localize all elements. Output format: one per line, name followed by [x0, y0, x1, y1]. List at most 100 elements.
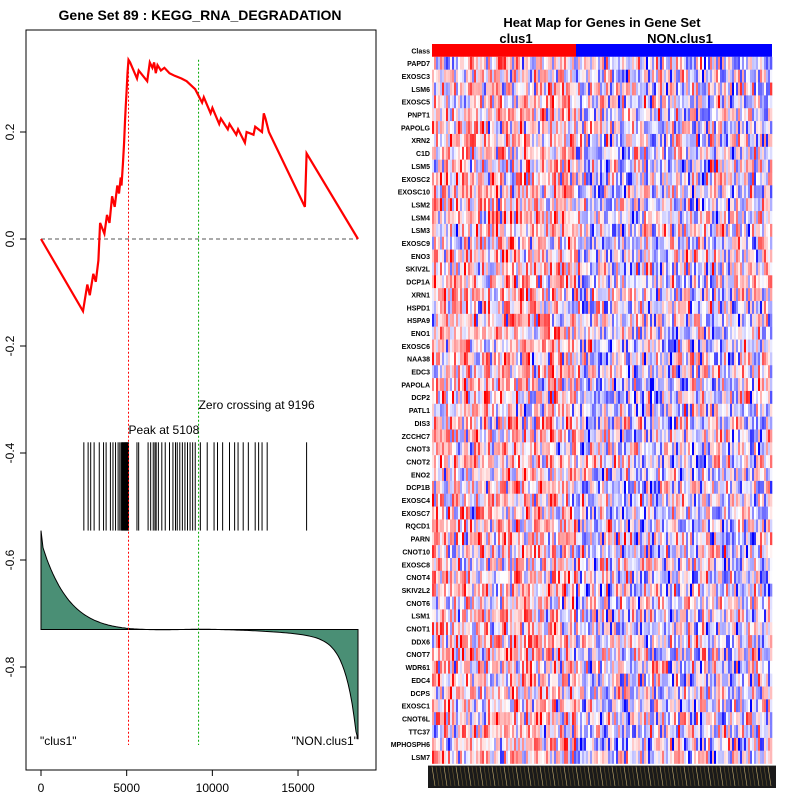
heatmap-cell [672, 390, 675, 404]
heatmap-cell [724, 108, 727, 122]
heatmap-cell [548, 249, 551, 263]
heatmap-cell [580, 288, 583, 302]
heatmap-cell [714, 223, 717, 237]
heatmap-cell [618, 262, 621, 276]
heatmap-cell [716, 185, 719, 199]
heatmap-cell [614, 121, 617, 135]
heatmap-cell [612, 172, 615, 186]
heatmap-cell [654, 108, 657, 122]
heatmap-cell [590, 172, 593, 186]
heatmap-cell [536, 378, 539, 392]
heatmap-cell [552, 416, 555, 430]
heatmap-cell [640, 262, 643, 276]
heatmap-cell [648, 236, 651, 250]
heatmap-cell [726, 159, 729, 173]
heatmap-cell [670, 95, 673, 109]
heatmap-cell [612, 82, 615, 96]
heatmap-cell [770, 56, 773, 70]
heatmap-cell [492, 223, 495, 237]
heatmap-cell [704, 223, 707, 237]
heatmap-cell [656, 185, 659, 199]
heatmap-cell [644, 95, 647, 109]
heatmap-cell [550, 236, 553, 250]
heatmap-cell [466, 159, 469, 173]
heatmap-cell [610, 301, 613, 315]
heatmap-cell [752, 82, 755, 96]
heatmap-cell [768, 211, 771, 225]
heatmap-cell [482, 133, 485, 147]
heatmap-cell [624, 108, 627, 122]
heatmap-cell [766, 326, 769, 340]
heatmap-cell [656, 236, 659, 250]
heatmap-cell [504, 82, 507, 96]
heatmap-cell [492, 146, 495, 160]
heatmap-cell [504, 223, 507, 237]
heatmap-cell [736, 172, 739, 186]
heatmap-cell [450, 249, 453, 263]
heatmap-cell [472, 198, 475, 212]
heatmap-cell [494, 262, 497, 276]
heatmap-cell [714, 95, 717, 109]
heatmap-cell [462, 275, 465, 289]
heatmap-cell [726, 403, 729, 417]
heatmap-cell [504, 390, 507, 404]
heatmap-cell [748, 262, 751, 276]
heatmap-cell [730, 236, 733, 250]
heatmap-cell [632, 275, 635, 289]
heatmap-cell [574, 326, 577, 340]
heatmap-cell [498, 133, 501, 147]
heatmap-cell [650, 339, 653, 353]
heatmap-cell [736, 275, 739, 289]
heatmap-cell [700, 82, 703, 96]
heatmap-cell [602, 326, 605, 340]
heatmap-cell [584, 56, 587, 70]
heatmap-cell [582, 236, 585, 250]
heatmap-cell [470, 301, 473, 315]
heatmap-cell [770, 223, 773, 237]
heatmap-cell [538, 159, 541, 173]
heatmap-cell [732, 236, 735, 250]
heatmap-cell [458, 249, 461, 263]
heatmap-cell [728, 262, 731, 276]
heatmap-cell [458, 236, 461, 250]
heatmap-cell [684, 56, 687, 70]
heatmap-cell [584, 108, 587, 122]
heatmap-cell [682, 313, 685, 327]
heatmap-cell [514, 146, 517, 160]
heatmap-cell [722, 403, 725, 417]
heatmap-cell [748, 352, 751, 366]
heatmap-cell [574, 211, 577, 225]
heatmap-cell [666, 262, 669, 276]
heatmap-cell [754, 352, 757, 366]
heatmap-cell [730, 82, 733, 96]
heatmap-cell [514, 339, 517, 353]
heatmap-cell [598, 416, 601, 430]
heatmap-cell [458, 69, 461, 83]
heatmap-cell [648, 56, 651, 70]
heatmap-cell [502, 326, 505, 340]
heatmap-cell [704, 275, 707, 289]
heatmap-cell [438, 159, 441, 173]
heatmap-cell [614, 82, 617, 96]
heatmap-cell [660, 365, 663, 379]
heatmap-cell [558, 146, 561, 160]
heatmap-cell [600, 301, 603, 315]
heatmap-cell [488, 275, 491, 289]
heatmap-cell [680, 390, 683, 404]
heatmap-cell [614, 326, 617, 340]
heatmap-cell [648, 326, 651, 340]
heatmap-cell [690, 82, 693, 96]
heatmap-cell [506, 95, 509, 109]
heatmap-cell [748, 365, 751, 379]
heatmap-cell [762, 236, 765, 250]
heatmap-cell [486, 82, 489, 96]
heatmap-cell [696, 313, 699, 327]
heatmap-cell [508, 198, 511, 212]
heatmap-cell [712, 365, 715, 379]
heatmap-cell [676, 275, 679, 289]
heatmap-cell [542, 365, 545, 379]
heatmap-cell [598, 262, 601, 276]
heatmap-cell [670, 223, 673, 237]
heatmap-cell [536, 108, 539, 122]
heatmap-cell [474, 133, 477, 147]
